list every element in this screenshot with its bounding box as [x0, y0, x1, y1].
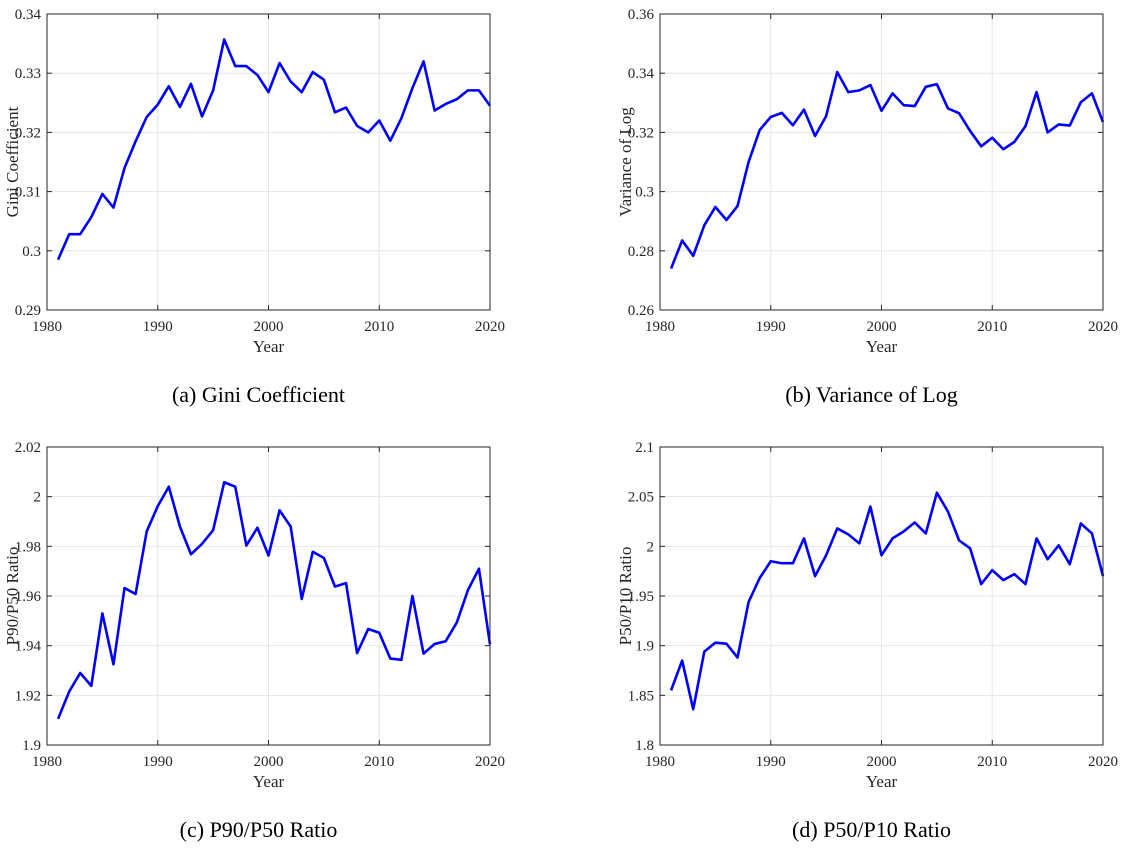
y-tick-label: 1.8	[635, 738, 654, 754]
x-tick-label: 2010	[364, 754, 394, 770]
x-tick-label: 2000	[254, 319, 284, 335]
data-line	[669, 70, 1105, 270]
x-axis-label: Year	[253, 337, 285, 356]
caption: (b) Variance of Log	[785, 382, 957, 407]
x-axis-label: Year	[866, 337, 898, 356]
subplot: 0.26 0.28 0.3 0.32 0.34 0.36 1980 1990 2000 2010 2…	[616, 7, 1118, 407]
y-tick-label: 1.9	[22, 738, 41, 754]
y-tick-label: 1.98	[15, 539, 41, 555]
y-tick-label: 2.05	[628, 490, 654, 506]
x-tick-label: 2010	[977, 754, 1007, 770]
y-tick-label: 0.34	[15, 7, 42, 23]
x-tick-label: 1980	[32, 319, 62, 335]
caption: (c) P90/P50 Ratio	[180, 817, 338, 842]
subplot: 0.29 0.3 0.31 0.32 0.33 0.34 1980 1990 2000 2010 2…	[3, 7, 505, 407]
y-tick-label: 0.32	[15, 125, 41, 141]
y-axis-label: Variance of Log	[616, 107, 635, 217]
y-tick-label: 2.02	[15, 440, 41, 456]
caption: (d) P50/P10 Ratio	[792, 817, 951, 842]
y-tick-label: 0.3	[22, 244, 41, 260]
y-tick-label: 0.26	[628, 303, 655, 319]
data-line	[56, 38, 492, 261]
data-line	[669, 491, 1105, 711]
y-tick-label: 0.36	[628, 7, 655, 23]
x-tick-label: 1980	[32, 754, 62, 770]
axes-box	[46, 446, 491, 746]
y-tick-label: 0.34	[628, 66, 655, 82]
axes-box	[659, 13, 1104, 311]
y-tick-label: 0.31	[15, 185, 41, 201]
x-axis-label: Year	[253, 772, 285, 791]
x-tick-label: 1990	[756, 754, 786, 770]
x-tick-label: 2020	[475, 754, 505, 770]
x-tick-label: 2000	[867, 754, 897, 770]
y-tick-label: 1.96	[15, 589, 42, 605]
x-tick-label: 1990	[756, 319, 786, 335]
x-tick-label: 2000	[254, 754, 284, 770]
caption: (a) Gini Coefficient	[172, 382, 345, 407]
y-tick-label: 1.94	[15, 639, 42, 655]
y-tick-label: 0.28	[628, 244, 654, 260]
y-tick-label: 0.32	[628, 125, 654, 141]
y-tick-label: 1.85	[628, 688, 654, 704]
axes-box	[659, 446, 1104, 746]
y-tick-label: 2.1	[635, 440, 654, 456]
subplot: 1.8 1.85 1.9 1.95 2 2.05 2.1 1980 1990 2000 2010 20…	[616, 440, 1118, 842]
y-tick-label: 0.3	[635, 185, 654, 201]
y-tick-label: 0.29	[15, 303, 41, 319]
x-axis-label: Year	[866, 772, 898, 791]
x-tick-label: 1980	[645, 754, 675, 770]
x-tick-label: 2010	[364, 319, 394, 335]
x-tick-label: 2020	[1088, 319, 1118, 335]
y-tick-label: 1.9	[635, 639, 654, 655]
y-axis-label: P90/P50 Ratio	[3, 547, 22, 646]
x-tick-label: 1990	[143, 754, 173, 770]
x-tick-label: 2000	[867, 319, 897, 335]
x-tick-label: 2010	[977, 319, 1007, 335]
y-tick-label: 1.92	[15, 688, 41, 704]
data-line	[56, 480, 492, 720]
axes-box	[46, 13, 491, 311]
y-tick-label: 1.95	[628, 589, 654, 605]
y-tick-label: 2	[647, 539, 655, 555]
y-axis-label: P50/P10 Ratio	[616, 547, 635, 646]
subplot: 1.9 1.92 1.94 1.96 1.98 2 2.02 1980 1990 2000 2010…	[3, 440, 505, 842]
x-tick-label: 1990	[143, 319, 173, 335]
y-tick-label: 0.33	[15, 66, 41, 82]
x-tick-label: 2020	[1088, 754, 1118, 770]
y-tick-label: 2	[34, 490, 42, 506]
x-tick-label: 2020	[475, 319, 505, 335]
x-tick-label: 1980	[645, 319, 675, 335]
y-axis-label: Gini Coefficient	[3, 106, 22, 217]
